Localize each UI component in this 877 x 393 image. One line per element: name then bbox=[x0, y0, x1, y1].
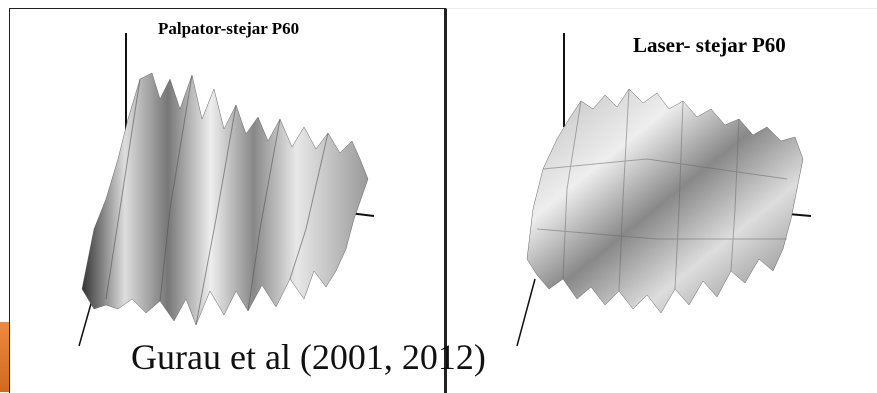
palpator-surface-panel: Palpator-stejar P60 bbox=[9, 8, 446, 393]
y-axis bbox=[516, 278, 536, 347]
palpator-surface-plot bbox=[78, 33, 375, 347]
citation-caption: Gurau et al (2001, 2012) bbox=[131, 337, 486, 377]
laser-surface-plot bbox=[516, 33, 812, 347]
palpator-surface bbox=[81, 72, 369, 326]
laser-surface-panel: Laser- stejar P60 bbox=[446, 8, 877, 393]
laser-panel-title: Laser- stejar P60 bbox=[633, 33, 786, 57]
palpator-panel-title: Palpator-stejar P60 bbox=[158, 19, 300, 38]
laser-surface bbox=[526, 88, 804, 314]
